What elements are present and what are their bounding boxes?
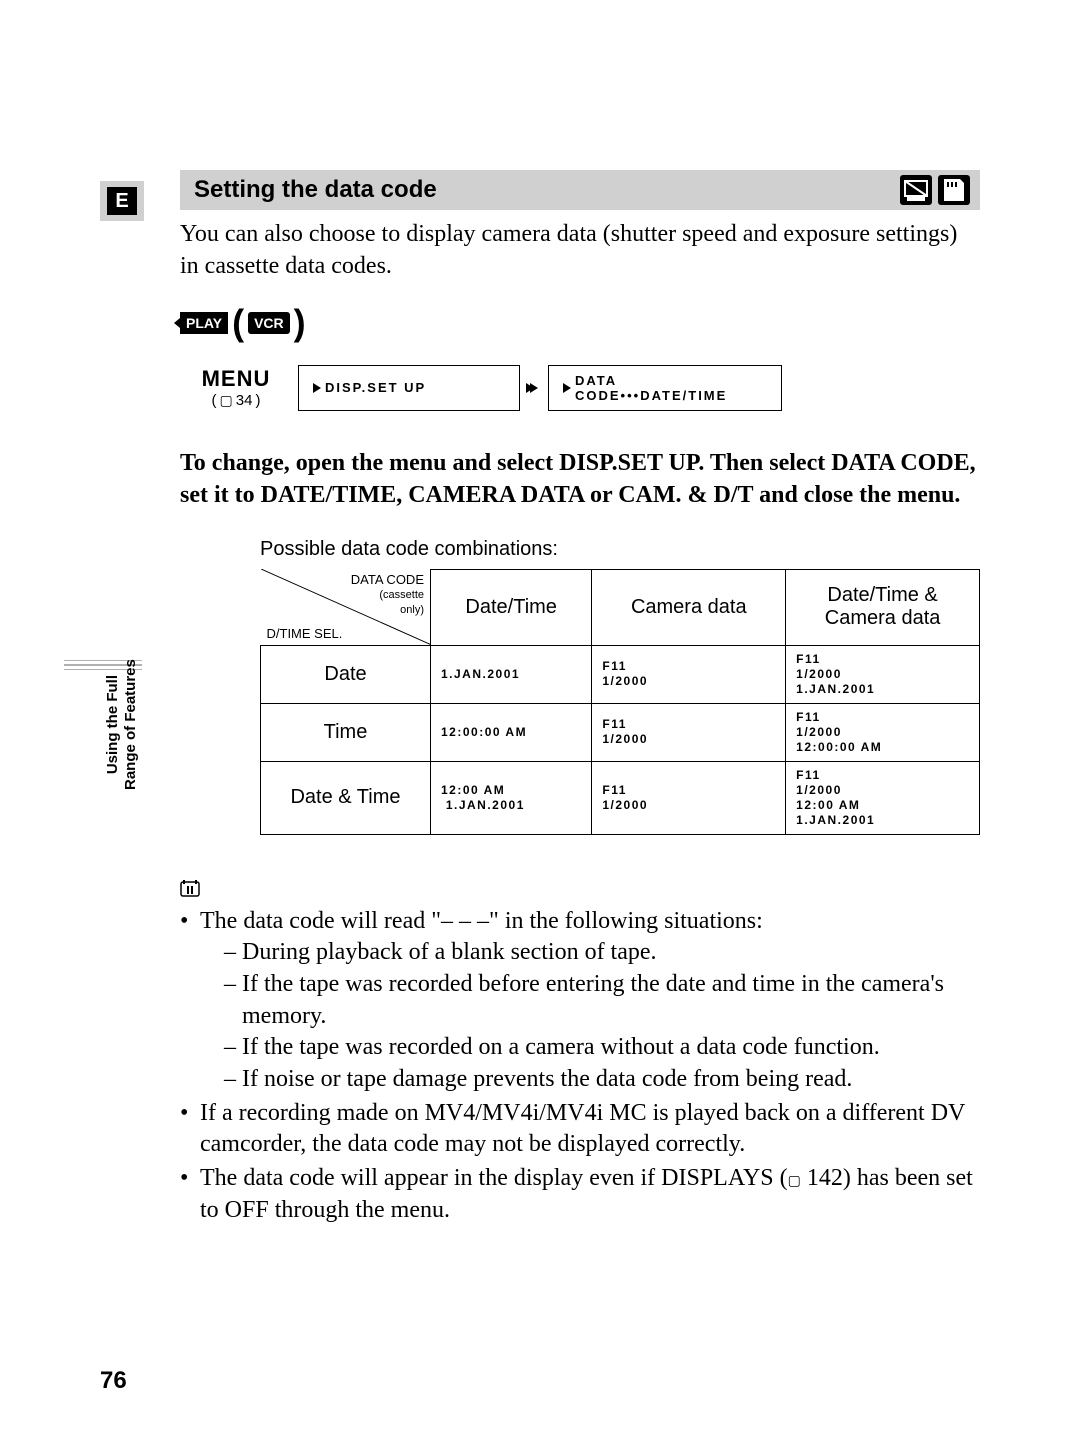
language-badge-letter: E (107, 187, 137, 215)
menu-step-2: DATA CODE•••DATE/TIME (548, 365, 782, 411)
table-cell: F11 1/2000 (592, 703, 786, 761)
page-number: 76 (100, 1367, 127, 1395)
card-icon (938, 175, 970, 205)
vcr-mode-badge: VCR (248, 312, 290, 334)
menu-ref-number: 34 (236, 392, 253, 409)
table-cell: 12:00 AM 1.JAN.2001 (431, 761, 592, 834)
table-cell: 1.JAN.2001 (431, 645, 592, 703)
language-badge: E (100, 181, 144, 221)
table-cell: F11 1/2000 12:00:00 AM (786, 703, 980, 761)
note-3-ref: 142 (807, 1165, 843, 1191)
book-icon: ▢ (788, 1174, 801, 1189)
note-item: If a recording made on MV4/MV4i/MV4i MC … (180, 1098, 980, 1161)
col-header-3: Date/Time & Camera data (786, 569, 980, 645)
possible-combinations-label: Possible data code combinations: (260, 538, 980, 561)
menu-step-2-label: DATA CODE•••DATE/TIME (575, 373, 767, 403)
note-sub-item: If noise or tape damage prevents the dat… (224, 1064, 980, 1096)
section-title: Setting the data code (194, 176, 900, 204)
table-cell: F11 1/2000 1.JAN.2001 (786, 645, 980, 703)
corner-top-1: DATA CODE (351, 572, 424, 587)
side-label-line-1: Using the Full (104, 675, 121, 774)
menu-block: MENU ( ▢ 34 ) (180, 366, 292, 409)
table-row: Date & Time 12:00 AM 1.JAN.2001 F11 1/20… (261, 761, 980, 834)
paren-close: ) (294, 305, 306, 341)
menu-step-1: DISP.SET UP (298, 365, 520, 411)
note-sublist: During playback of a blank section of ta… (200, 937, 980, 1095)
note-sub-item: During playback of a blank section of ta… (224, 937, 980, 969)
table-cell: F11 1/2000 (592, 645, 786, 703)
note-sub-item: If the tape was recorded on a camera wit… (224, 1032, 980, 1064)
data-code-table: DATA CODE (cassette only) D/TIME SEL. Da… (260, 569, 980, 835)
note-item: The data code will appear in the display… (180, 1163, 980, 1226)
note-sub-item: If the tape was recorded before entering… (224, 969, 980, 1032)
menu-path-row: MENU ( ▢ 34 ) DISP.SET UP DATA CODE•••DA… (180, 365, 980, 411)
note-icon (180, 879, 980, 902)
double-triangle-icon (526, 383, 542, 393)
header-icon-group (900, 175, 970, 205)
mode-indicator-row: PLAY ( VCR ) (180, 305, 980, 341)
notes-list: The data code will read "– – –" in the f… (180, 906, 980, 1227)
cassette-icon (900, 175, 932, 205)
intro-text: You can also choose to display camera da… (180, 218, 980, 283)
table-row: Time 12:00:00 AM F11 1/2000 F11 1/2000 1… (261, 703, 980, 761)
side-label-line-2: Range of Features (122, 659, 139, 790)
section-header: Setting the data code (180, 170, 980, 210)
menu-label: MENU (180, 366, 292, 392)
note-1-text: The data code will read "– – –" in the f… (200, 908, 763, 934)
note-item: The data code will read "– – –" in the f… (180, 906, 980, 1096)
paren-open: ( (232, 305, 244, 341)
menu-step-1-label: DISP.SET UP (325, 380, 426, 395)
table-cell: 12:00:00 AM (431, 703, 592, 761)
table-cell: F11 1/2000 (592, 761, 786, 834)
table-corner-cell: DATA CODE (cassette only) D/TIME SEL. (261, 569, 431, 645)
data-code-table-wrap: DATA CODE (cassette only) D/TIME SEL. Da… (260, 569, 980, 835)
play-mode-badge: PLAY (180, 312, 228, 334)
menu-page-ref: ( ▢ 34 ) (180, 392, 292, 409)
row-header: Date (261, 645, 431, 703)
row-header: Date & Time (261, 761, 431, 834)
triangle-right-icon (313, 383, 321, 393)
col-header-1: Date/Time (431, 569, 592, 645)
table-cell: F11 1/2000 12:00 AM 1.JAN.2001 (786, 761, 980, 834)
corner-bottom: D/TIME SEL. (267, 626, 343, 641)
corner-top-2: (cassette (379, 589, 424, 601)
corner-top-3: only) (400, 604, 424, 616)
triangle-right-icon (563, 383, 571, 393)
instruction-text: To change, open the menu and select DISP… (180, 447, 980, 512)
col-header-2: Camera data (592, 569, 786, 645)
book-icon: ▢ (220, 392, 233, 409)
row-header: Time (261, 703, 431, 761)
table-row: Date 1.JAN.2001 F11 1/2000 F11 1/2000 1.… (261, 645, 980, 703)
note-3-a: The data code will appear in the display… (200, 1165, 788, 1191)
side-chapter-label: Using the Full Range of Features (104, 659, 140, 790)
